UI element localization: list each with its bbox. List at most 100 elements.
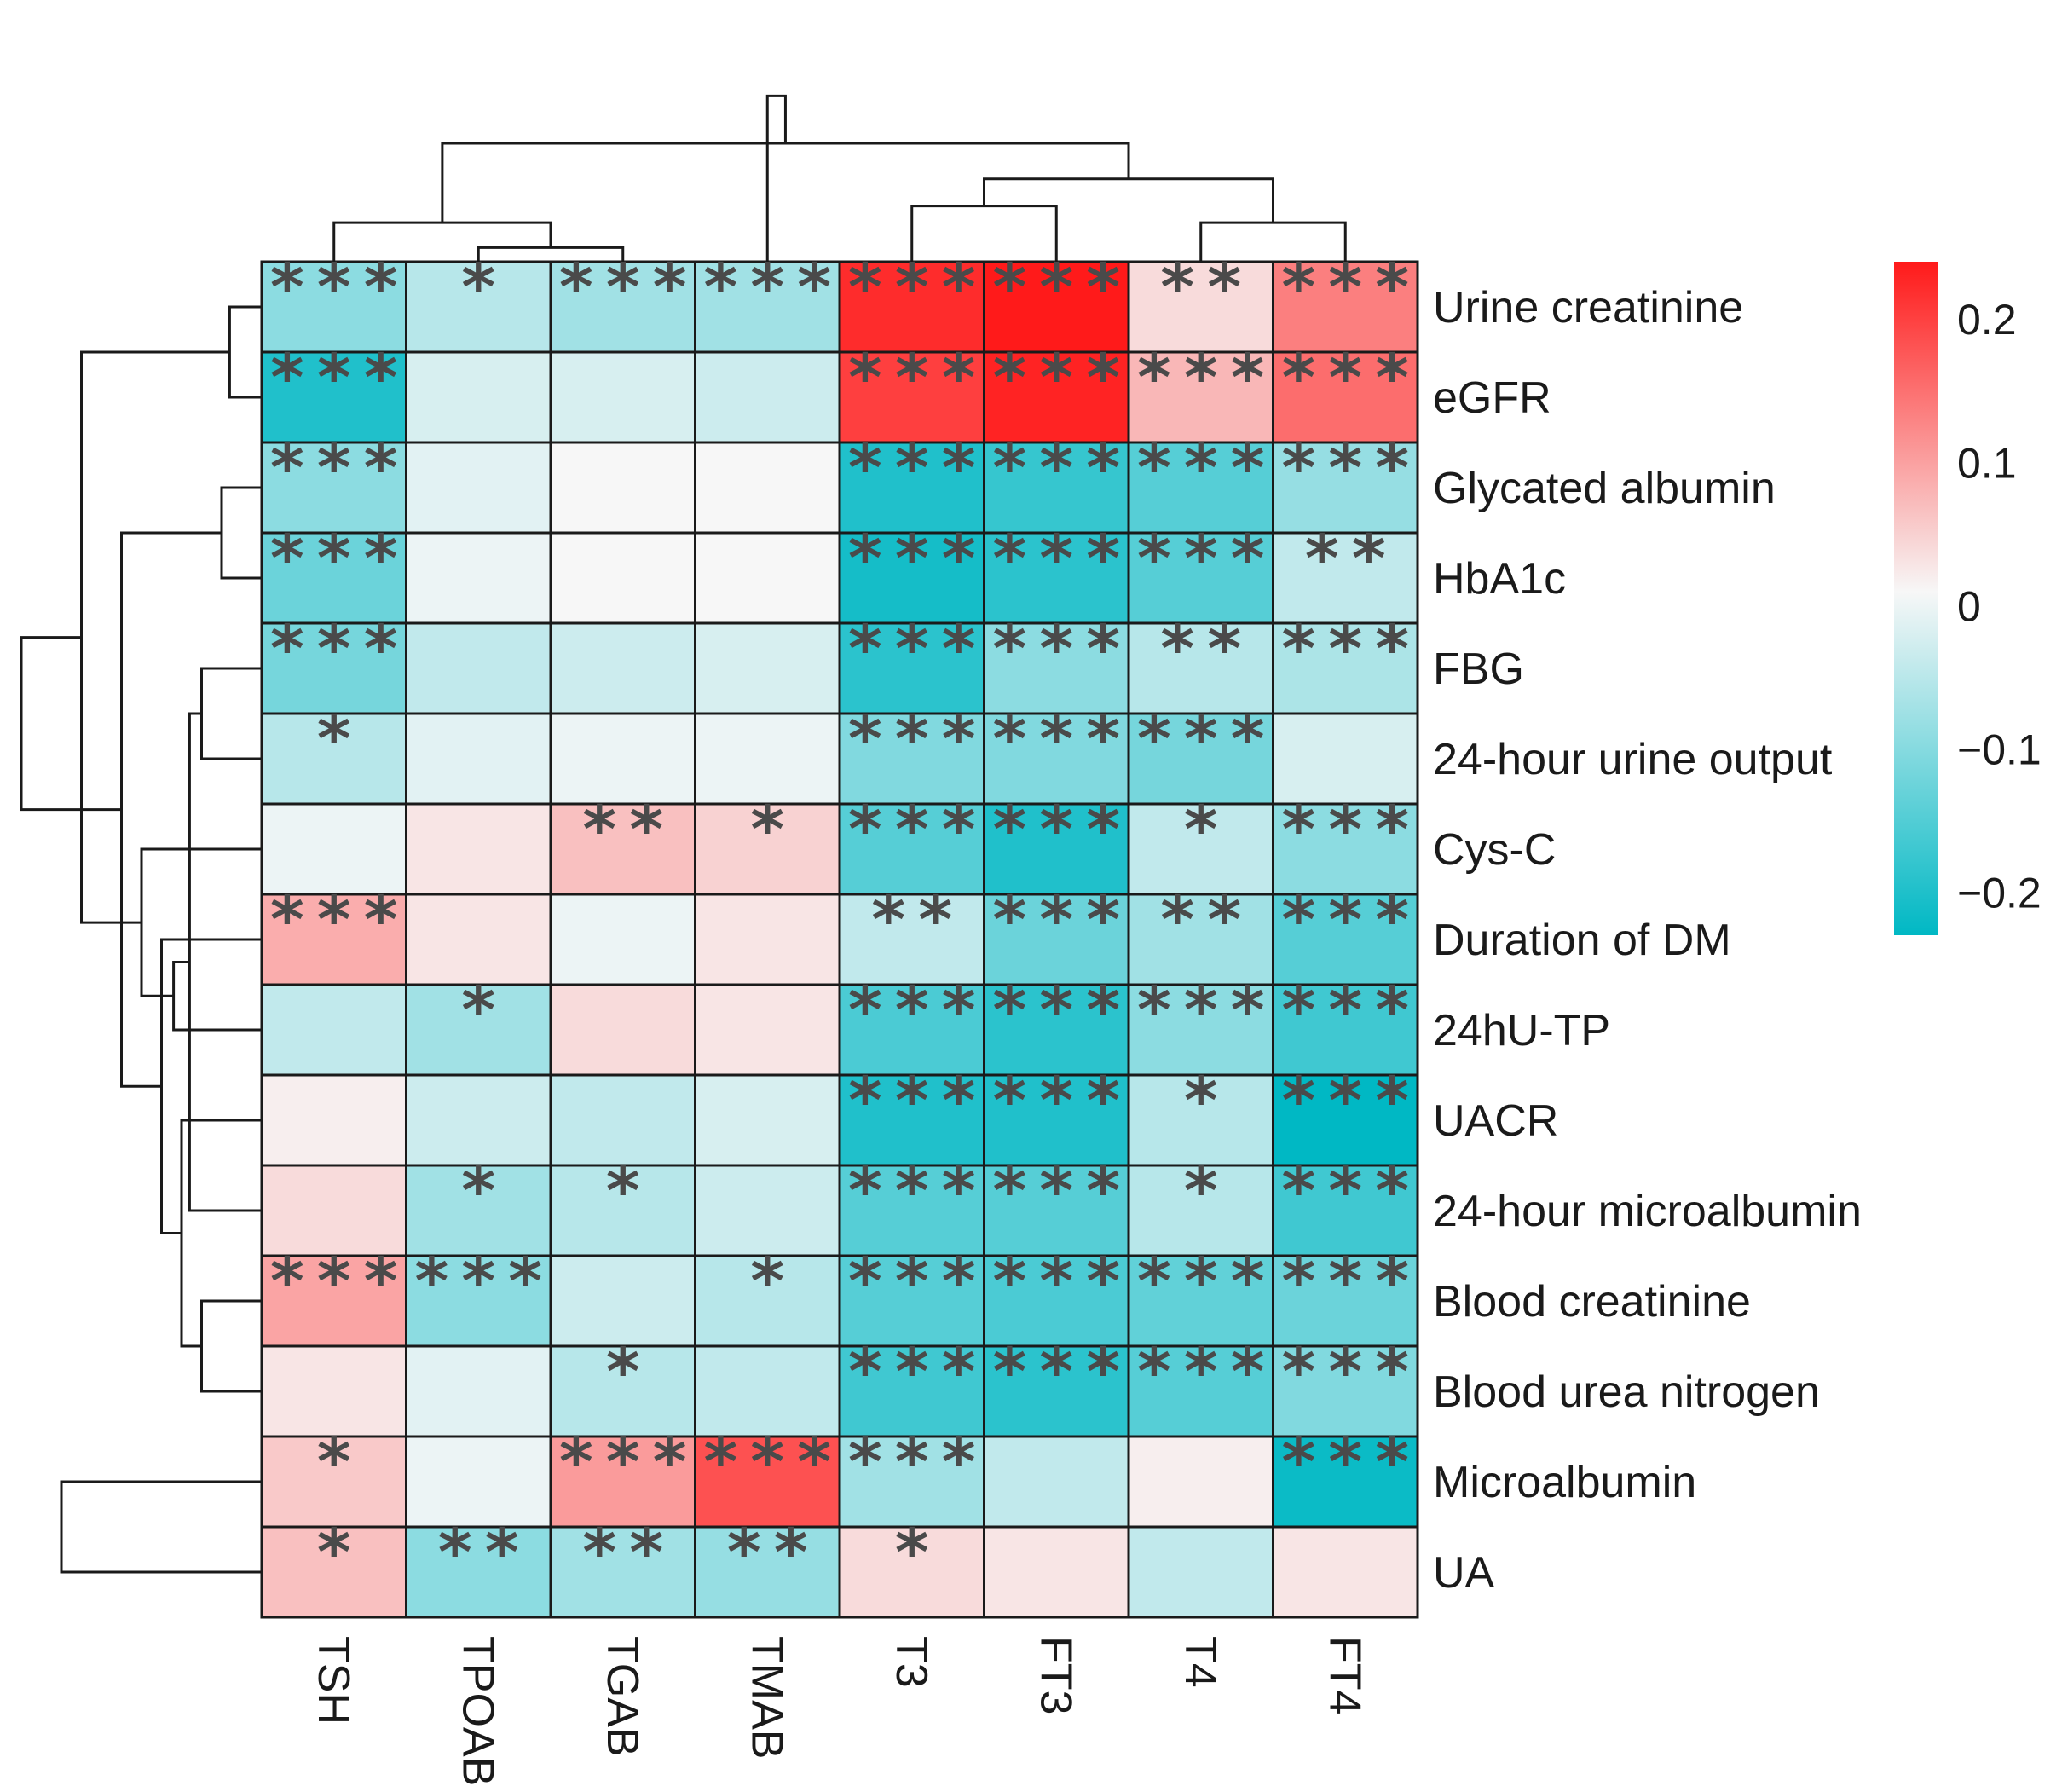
heatmap-cell (405, 983, 552, 1077)
heatmap-cell (405, 350, 552, 444)
significance-mark: * * * (1281, 791, 1409, 867)
heatmap-cells (260, 260, 1419, 1619)
significance-mark: * (895, 1514, 929, 1590)
dendrogram-branch (120, 531, 222, 1088)
significance-mark: * * * (270, 430, 398, 506)
significance-mark: * * * (848, 791, 976, 867)
heatmap-cell (1272, 1525, 1419, 1619)
heatmap-cell (549, 621, 696, 715)
heatmap-cell (694, 350, 841, 444)
significance-mark: * * * (270, 1243, 398, 1319)
heatmap-cell (694, 1344, 841, 1438)
dendrogram-branch (200, 1299, 262, 1393)
significance-mark: * * * (1281, 882, 1409, 957)
row-label: Cys-C (1433, 825, 1556, 875)
column-labels: TSH TPOAB TGAB TMAB T3 FT3 T4 FT4 (309, 1636, 1370, 1786)
significance-mark: * * * (992, 339, 1120, 415)
heatmap-cell (1272, 1344, 1419, 1438)
column-label: TGAB (598, 1636, 647, 1757)
heatmap-cell (838, 983, 985, 1077)
significance-mark: * * (582, 791, 663, 867)
heatmap-cell (694, 621, 841, 715)
heatmap-cell (549, 350, 696, 444)
significance-mark: * * * (1137, 520, 1265, 596)
dendrogram-branch (200, 667, 262, 760)
heatmap-cell (694, 1435, 841, 1529)
heatmap-cell (983, 1435, 1130, 1529)
heatmap-cell (694, 441, 841, 535)
heatmap-cell (983, 260, 1130, 354)
significance-mark: * * * (992, 1333, 1120, 1409)
heatmap-cell (260, 802, 407, 896)
significance-mark: * * * (270, 339, 398, 415)
heatmap-cell (1127, 712, 1274, 806)
heatmap-cell (1127, 802, 1274, 896)
heatmap-cell (1127, 531, 1274, 625)
heatmap-cell (694, 1164, 841, 1257)
heatmap-cell (549, 1435, 696, 1529)
row-label: UACR (1433, 1096, 1558, 1146)
significance-mark: * * * (1281, 972, 1409, 1048)
heatmap-cell (983, 712, 1130, 806)
significance-mark: * * * (992, 1153, 1120, 1228)
row-label: FBG (1433, 645, 1524, 694)
significance-mark: * (750, 1243, 784, 1319)
significance-marks: * * * * * * * * * * * * * * * * * * * * ** * * *… (270, 249, 1409, 1590)
significance-mark: * * (1160, 610, 1241, 686)
significance-mark: * * * (1281, 1062, 1409, 1138)
heatmap-cell (549, 1164, 696, 1257)
dendrogram-branch (160, 938, 262, 1234)
significance-mark: * (606, 1333, 640, 1409)
column-label: FT3 (1031, 1636, 1080, 1714)
significance-mark: * * * (992, 1062, 1120, 1138)
row-label: 24-hour microalbumin (1433, 1187, 1862, 1236)
heatmap-cell (1272, 260, 1419, 354)
significance-mark: * * * (992, 520, 1120, 596)
heatmap-cell (405, 802, 552, 896)
colorbar-tick-label: −0.1 (1957, 725, 2042, 773)
significance-mark: * * * (270, 882, 398, 957)
row-label: HbA1c (1433, 554, 1566, 604)
heatmap-cell (1272, 441, 1419, 535)
significance-mark: * * * (1137, 972, 1265, 1048)
significance-mark: * * * (848, 1153, 976, 1228)
heatmap-cell (549, 1073, 696, 1167)
significance-mark: * * * (1281, 339, 1409, 415)
significance-mark: * * * (1137, 430, 1265, 506)
column-label: T3 (887, 1636, 936, 1688)
heatmap-cell (549, 1254, 696, 1348)
heatmap-cell (405, 441, 552, 535)
colorbar-gradient (1894, 262, 1938, 935)
significance-mark: * * * (1281, 1424, 1409, 1500)
heatmap-cell (1127, 621, 1274, 715)
significance-mark: * * (582, 1514, 663, 1590)
heatmap-cell (983, 1525, 1130, 1619)
significance-mark: * * * (992, 882, 1120, 957)
dendrogram-branch (172, 961, 262, 1032)
column-label: TMAB (742, 1636, 791, 1759)
significance-mark: * * * (848, 1333, 976, 1409)
dendrogram-branch (180, 1119, 262, 1348)
column-label: FT4 (1320, 1636, 1369, 1714)
heatmap-cell (694, 531, 841, 625)
significance-mark: * * * (703, 1424, 831, 1500)
column-label: TPOAB (453, 1636, 502, 1786)
significance-mark: * * * (414, 1243, 542, 1319)
row-dendrogram (20, 305, 263, 1574)
significance-mark: * * * (1281, 430, 1409, 506)
significance-mark: * * * (1137, 701, 1265, 777)
heatmap-cell (260, 1435, 407, 1529)
significance-mark: * (317, 1514, 351, 1590)
heatmap-cell (838, 1073, 985, 1167)
significance-mark: * (606, 1153, 640, 1228)
heatmap-cell (549, 893, 696, 986)
heatmap-cell (838, 441, 985, 535)
heatmap-cell (405, 1344, 552, 1438)
heatmap-cell (1272, 893, 1419, 986)
heatmap-cell (1127, 1073, 1274, 1167)
colorbar-tick-label: −0.2 (1957, 870, 2042, 917)
significance-mark: * * * (992, 430, 1120, 506)
heatmap-cell (1272, 350, 1419, 444)
heatmap-cell (838, 712, 985, 806)
